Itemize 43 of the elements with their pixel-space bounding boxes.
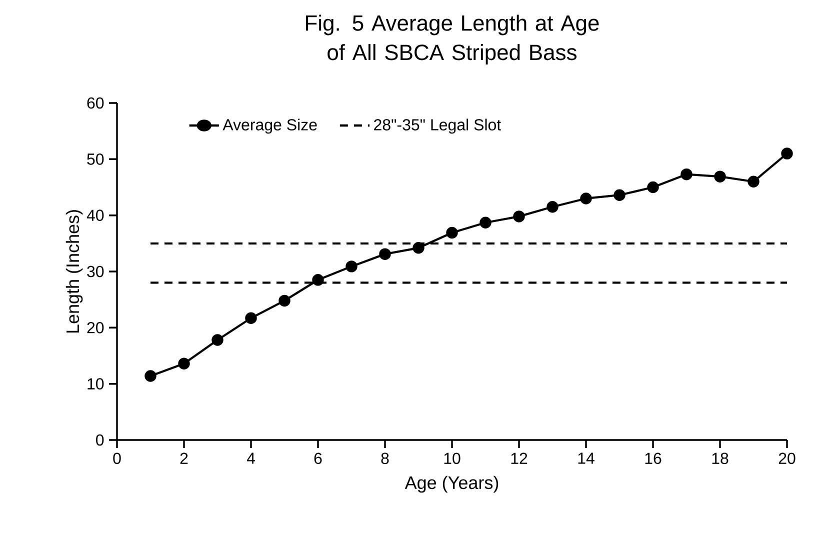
x-tick-label: 12 (511, 452, 528, 464)
y-tick-label: 20 (87, 322, 104, 334)
point (647, 181, 659, 194)
point (614, 189, 626, 201)
point (212, 334, 224, 346)
x-tick-label: 18 (712, 452, 728, 464)
point (312, 274, 324, 286)
x-tick-label: 6 (314, 452, 322, 464)
legend-label: 28"-35" Legal Slot (374, 118, 501, 134)
point (680, 168, 692, 180)
point (781, 148, 793, 160)
x-tick-label: 4 (246, 452, 255, 464)
y-tick-label: 60 (87, 97, 104, 109)
x-axis-title: Age (Years) (404, 476, 498, 493)
x-tick-label: 2 (180, 452, 188, 464)
point (480, 216, 492, 228)
point (278, 294, 290, 307)
point (379, 248, 391, 260)
y-tick-label: 0 (96, 434, 104, 446)
x-tick-label: 0 (113, 452, 121, 464)
point (245, 312, 257, 324)
x-tick-label: 16 (645, 452, 662, 464)
point (580, 192, 592, 204)
x-tick-label: 10 (444, 452, 460, 464)
point (178, 358, 190, 370)
y-tick-label: 10 (88, 378, 104, 390)
point (714, 170, 726, 182)
y-tick-label: 30 (87, 266, 104, 278)
point (546, 201, 558, 213)
point (748, 176, 760, 188)
x-tick-label: 14 (578, 452, 594, 464)
y-tick-label: 50 (87, 154, 104, 165)
y-axis-title: Length (Inches) (66, 210, 83, 333)
legend-label: Average Size (222, 118, 317, 134)
point (446, 226, 458, 239)
point (346, 260, 358, 272)
point (513, 210, 525, 222)
x-tick-label: 8 (381, 452, 389, 464)
point (144, 370, 156, 382)
y-tick-label: 40 (86, 210, 104, 221)
chart-title: Fig. 5 Average Length at Age of All SBCA Striped Bass (306, 14, 599, 65)
point (412, 242, 424, 254)
x-tick-label: 20 (778, 452, 796, 464)
